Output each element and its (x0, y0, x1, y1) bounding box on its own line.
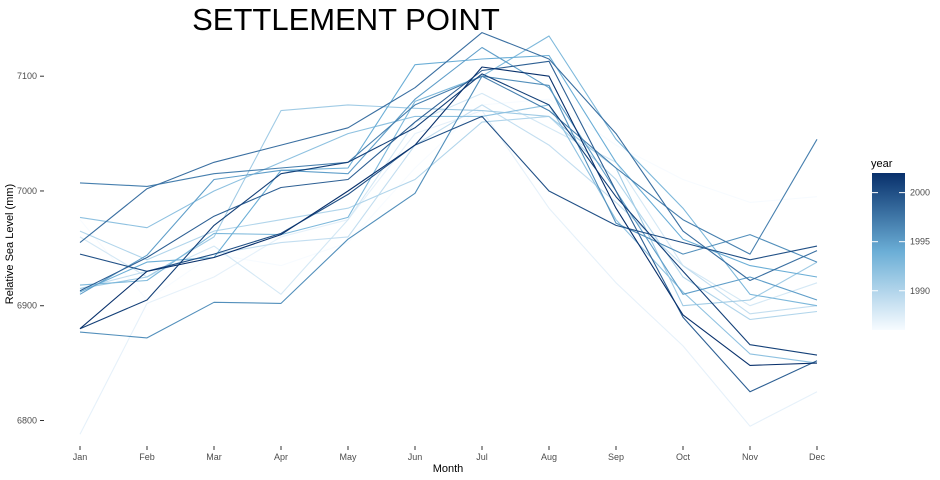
legend-tick-label: 2000 (910, 188, 930, 198)
series-line-1992 (79, 104, 818, 364)
x-tick-label: Oct (676, 452, 691, 462)
series-line-1990 (79, 115, 818, 321)
x-tick-label: Jan (73, 452, 88, 462)
series-line-2001 (79, 73, 818, 356)
x-axis-title: Month (433, 463, 464, 475)
y-tick-label: 7000 (17, 186, 37, 196)
legend-title: year (871, 158, 893, 170)
series-line-1987 (79, 110, 818, 435)
legend-tick-label: 1990 (910, 286, 930, 296)
legend: year 1990 1995 2000 (871, 158, 930, 330)
chart-title: SETTLEMENT POINT (192, 2, 500, 37)
x-tick-label: May (339, 452, 357, 462)
x-tick-label: Jun (408, 452, 423, 462)
series-line-1998 (79, 32, 818, 282)
series-line-1997 (79, 75, 818, 255)
y-tick-label: 7100 (17, 71, 37, 81)
series-line-1988 (79, 92, 818, 307)
series-line-1993 (79, 35, 818, 307)
series-lines (79, 32, 818, 435)
x-tick-label: Sep (608, 452, 624, 462)
x-tick-label: Dec (809, 452, 826, 462)
x-tick-label: Nov (742, 452, 759, 462)
x-tick-label: Jul (476, 452, 488, 462)
x-tick-label: Aug (541, 452, 557, 462)
series-line-1996 (79, 75, 818, 339)
series-line-1995 (79, 46, 818, 301)
series-line-1986 (79, 98, 818, 301)
legend-tick-label: 1995 (910, 237, 930, 247)
y-tick-label: 6900 (17, 301, 37, 311)
x-axis: Jan Feb Mar Apr May Jun Jul Aug Sep Oct Nov Dec (73, 446, 826, 462)
series-line-2002 (79, 66, 818, 366)
legend-colorbar (872, 173, 905, 330)
series-line-1999 (79, 60, 818, 393)
y-axis: 6800 6900 7000 7100 (17, 71, 44, 425)
series-line-1994 (79, 54, 818, 293)
series-line-1991 (79, 104, 818, 307)
x-tick-label: Mar (206, 452, 222, 462)
x-tick-label: Apr (274, 452, 288, 462)
y-tick-label: 6800 (17, 415, 37, 425)
legend-ticks: 1990 1995 2000 (872, 188, 930, 296)
y-axis-title: Relative Sea Level (mm) (4, 184, 16, 304)
series-line-2000 (79, 115, 818, 272)
x-tick-label: Feb (139, 452, 155, 462)
